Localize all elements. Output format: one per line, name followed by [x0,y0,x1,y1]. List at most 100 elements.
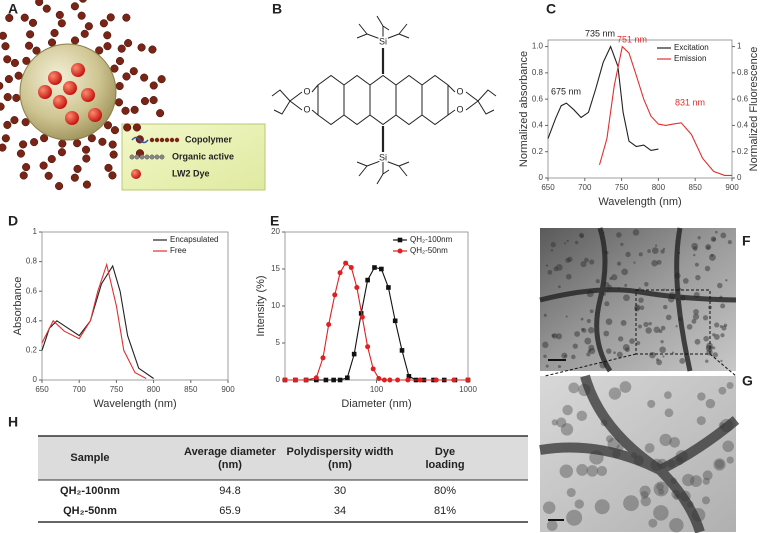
panel-label: H [8,414,18,430]
x-tick-label: 750 [110,385,124,394]
particle [710,236,717,242]
table-header-line: Polydispersity width [287,446,394,458]
x-tick-label: 800 [652,183,666,192]
polymer-bead [57,148,67,157]
particle [621,268,629,276]
particle [638,324,642,329]
marker [399,348,405,353]
marker [392,318,398,324]
particle [713,458,726,471]
polymer-bead [122,13,131,22]
table-header-line: Average diameter [184,446,277,458]
particle [624,283,628,287]
particle [720,333,725,338]
polymer-bead [1,134,10,143]
particle [625,251,631,258]
particle [624,347,630,353]
marker [351,351,357,357]
legend-symbol [144,154,150,160]
annotation: 751 nm [617,34,647,44]
particle [594,499,610,515]
table-header: Sample [70,452,109,464]
marker [337,377,343,383]
particle [611,274,618,281]
table-cell: 34 [334,505,346,517]
dye-dot [63,81,77,95]
atom-label: O [456,86,463,96]
ring [317,74,345,126]
x-axis-label: Diameter (nm) [341,398,411,410]
dye-dot [48,71,62,85]
polymer-bead [137,43,146,52]
particle [639,485,651,497]
particle [697,236,701,240]
particle [675,325,678,328]
particle [617,261,622,266]
particle [568,382,580,394]
particle [720,232,727,239]
polymer-bead [0,31,7,40]
marker [372,265,377,270]
series-line [41,262,147,379]
polymer-bead [156,109,165,118]
particle [576,410,588,422]
polymer-bead [28,18,38,27]
legend-symbol [149,137,155,143]
y-axis-label: Intensity (%) [255,275,267,336]
polymer-bead [115,82,124,91]
dye-dot [38,85,52,99]
particle [714,459,725,469]
atom-label: O [456,104,463,114]
polymer-bead [114,98,124,107]
table-header: Polydispersity width (nm) [287,446,394,471]
polymer-bead [84,22,93,31]
particle [693,253,696,257]
particle [588,347,596,355]
particle [638,252,643,257]
marker [376,376,382,382]
bond [447,84,456,93]
polymer-bead [24,41,34,50]
particle [695,274,701,281]
annotation: 831 nm [675,97,705,107]
particle [619,381,632,393]
legend-symbol [131,169,141,179]
membrane [539,374,740,533]
particle [655,244,658,247]
particle [608,387,622,400]
particle [645,327,652,334]
bond [356,33,368,39]
marker [331,377,336,383]
y-tick-label: 0 [276,375,281,384]
particle [550,242,556,248]
particle [718,386,727,395]
marker [395,377,401,383]
table-cell: QH₂-100nm [60,485,120,497]
panel-label: F [742,233,751,249]
particle [543,313,547,317]
y2-tick-label: 0 [737,173,742,182]
marker [386,285,391,290]
legend-label: QH₂-50nm [410,246,448,255]
marker [451,377,457,383]
marker [332,292,338,298]
particle [605,348,612,354]
zoom-line [544,353,637,377]
polymer-bead [0,143,7,152]
y-tick-label: 0.2 [26,346,38,355]
particle [589,309,594,314]
x-tick-label: 850 [689,183,703,192]
particle [572,343,578,349]
particle [726,382,734,390]
polymer-bead [47,155,56,164]
bond [382,33,400,41]
particle [701,496,711,505]
particle [691,242,698,250]
y-tick-label: 20 [271,227,280,236]
particle [647,399,656,408]
legend-swatch [397,248,403,254]
ring [343,74,371,126]
marker [313,375,319,381]
y-tick-label: 0.6 [26,286,38,295]
bond [447,109,456,116]
